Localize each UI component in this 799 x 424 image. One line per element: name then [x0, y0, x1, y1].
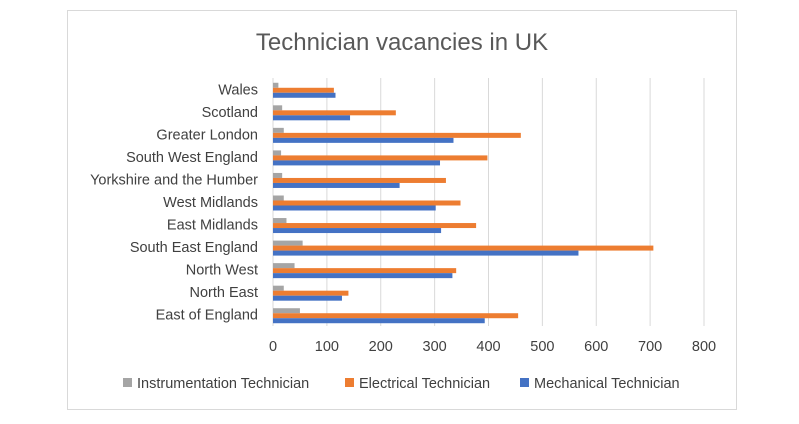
bar-electrical-technician: [273, 290, 349, 296]
category-label: North East: [190, 285, 259, 301]
bar-mechanical-technician: [273, 115, 351, 121]
x-tick-label: 300: [423, 339, 447, 355]
bar-electrical-technician: [273, 132, 521, 138]
bar-electrical-technician: [273, 155, 488, 161]
bar-instrumentation-technician: [273, 105, 283, 111]
bar-mechanical-technician: [273, 250, 579, 256]
bar-electrical-technician: [273, 110, 396, 116]
bar-instrumentation-technician: [273, 263, 295, 269]
bar-instrumentation-technician: [273, 127, 284, 133]
bar-instrumentation-technician: [273, 195, 284, 201]
x-tick-label: 0: [269, 339, 277, 355]
category-label: Yorkshire and the Humber: [90, 172, 258, 188]
category-label: Greater London: [156, 127, 258, 143]
bar-electrical-technician: [273, 313, 519, 319]
category-label: Scotland: [202, 105, 258, 121]
x-tick-label: 200: [369, 339, 393, 355]
bar-mechanical-technician: [273, 92, 336, 98]
x-tick-label: 800: [692, 339, 716, 355]
x-tick-label: 700: [638, 339, 662, 355]
bar-electrical-technician: [273, 245, 654, 251]
category-label: West Midlands: [163, 195, 258, 211]
bar-electrical-technician: [273, 223, 477, 229]
category-label: Wales: [218, 82, 258, 98]
category-label: South West England: [126, 150, 258, 166]
bar-electrical-technician: [273, 200, 461, 206]
bar-mechanical-technician: [273, 160, 441, 166]
chart-title: Technician vacancies in UK: [255, 29, 549, 56]
bar-mechanical-technician: [273, 137, 454, 143]
legend-label: Instrumentation Technician: [137, 376, 309, 392]
bar-electrical-technician: [273, 87, 334, 93]
bar-electrical-technician: [273, 268, 457, 274]
x-tick-label: 600: [584, 339, 608, 355]
category-label: East Midlands: [167, 218, 258, 234]
bar-mechanical-technician: [273, 205, 436, 211]
bar-instrumentation-technician: [273, 150, 282, 156]
category-label: East of England: [156, 308, 258, 324]
x-tick-label: 400: [476, 339, 500, 355]
bar-mechanical-technician: [273, 295, 342, 301]
bar-instrumentation-technician: [273, 240, 303, 246]
legend-label: Mechanical Technician: [534, 376, 680, 392]
bar-instrumentation-technician: [273, 218, 287, 224]
bar-instrumentation-technician: [273, 285, 284, 291]
legend-label: Electrical Technician: [359, 376, 490, 392]
bar-mechanical-technician: [273, 318, 485, 324]
category-label: North West: [186, 263, 258, 279]
bar-electrical-technician: [273, 177, 446, 183]
x-tick-label: 500: [530, 339, 554, 355]
bar-instrumentation-technician: [273, 82, 279, 88]
legend-swatch: [123, 378, 132, 387]
bar-mechanical-technician: [273, 273, 453, 279]
bar-instrumentation-technician: [273, 172, 283, 178]
bar-mechanical-technician: [273, 228, 442, 234]
x-tick-label: 100: [315, 339, 339, 355]
legend-swatch: [345, 378, 354, 387]
category-label: South East England: [130, 240, 258, 256]
bar-instrumentation-technician: [273, 308, 300, 314]
legend-swatch: [520, 378, 529, 387]
bar-mechanical-technician: [273, 182, 400, 188]
